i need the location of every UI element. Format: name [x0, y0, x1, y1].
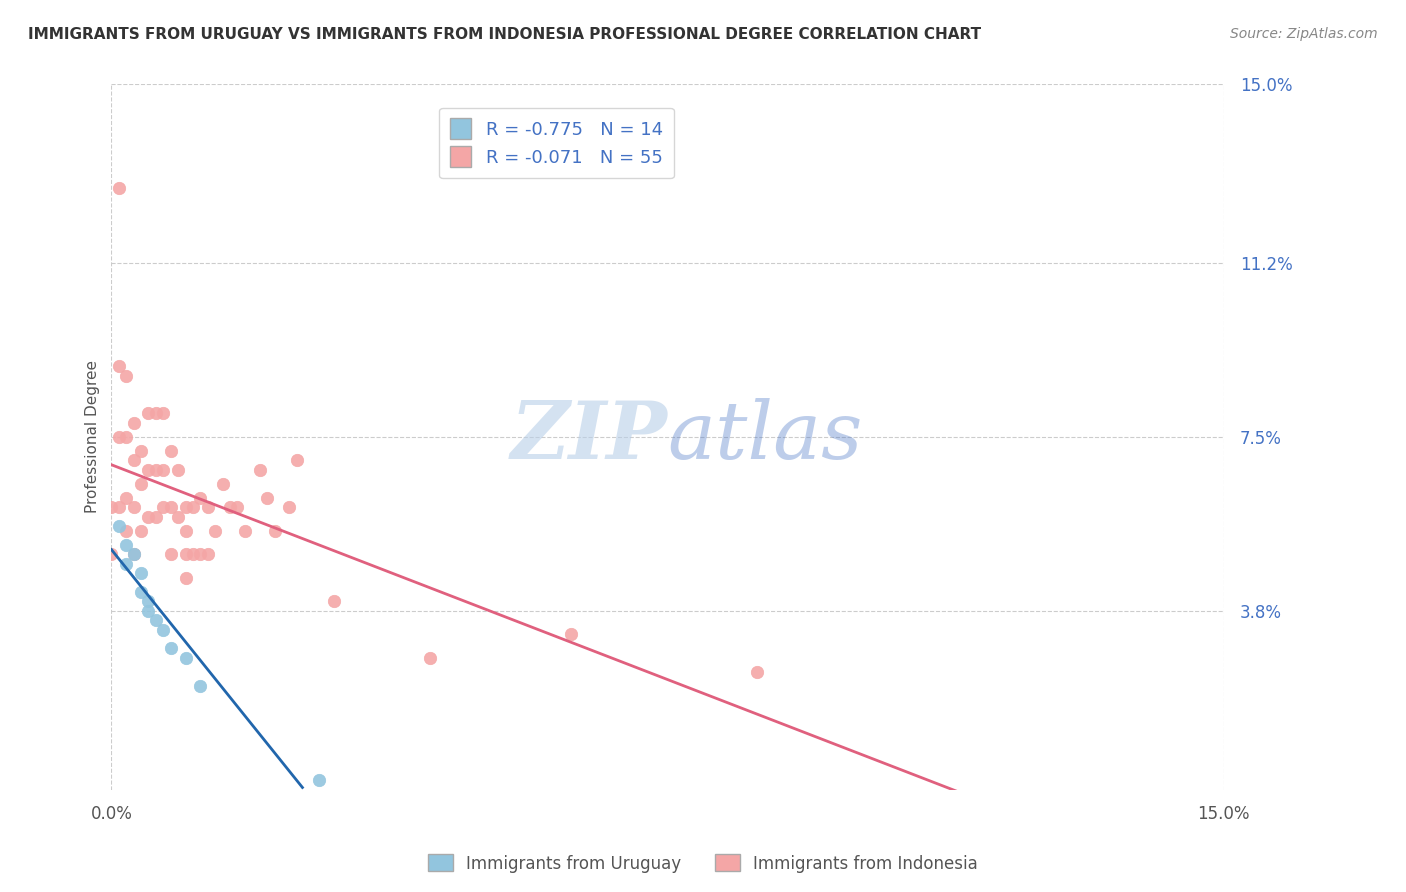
- Point: [419, 651, 441, 665]
- Point: [115, 538, 138, 552]
- Point: [100, 548, 122, 562]
- Point: [181, 500, 204, 515]
- Point: [233, 524, 256, 538]
- Point: [219, 500, 242, 515]
- Point: [322, 594, 344, 608]
- Point: [145, 509, 167, 524]
- Point: [745, 665, 768, 679]
- Point: [174, 548, 197, 562]
- Point: [122, 548, 145, 562]
- Point: [115, 368, 138, 383]
- Point: [145, 463, 167, 477]
- Text: Source: ZipAtlas.com: Source: ZipAtlas.com: [1230, 27, 1378, 41]
- Point: [174, 500, 197, 515]
- Point: [122, 453, 145, 467]
- Point: [108, 430, 131, 444]
- Point: [308, 773, 330, 788]
- Point: [211, 477, 233, 491]
- Point: [122, 548, 145, 562]
- Point: [174, 571, 197, 585]
- Point: [167, 463, 190, 477]
- Point: [159, 641, 181, 656]
- Point: [145, 407, 167, 421]
- Point: [115, 491, 138, 505]
- Point: [190, 548, 212, 562]
- Point: [285, 453, 308, 467]
- Text: atlas: atlas: [668, 398, 863, 475]
- Point: [145, 613, 167, 627]
- Text: IMMIGRANTS FROM URUGUAY VS IMMIGRANTS FROM INDONESIA PROFESSIONAL DEGREE CORRELA: IMMIGRANTS FROM URUGUAY VS IMMIGRANTS FR…: [28, 27, 981, 42]
- Point: [115, 524, 138, 538]
- Point: [152, 500, 174, 515]
- Point: [174, 651, 197, 665]
- Point: [263, 524, 285, 538]
- Point: [129, 477, 152, 491]
- Point: [129, 524, 152, 538]
- Point: [138, 407, 160, 421]
- Point: [159, 548, 181, 562]
- Point: [138, 463, 160, 477]
- Point: [197, 548, 219, 562]
- Point: [138, 604, 160, 618]
- Point: [159, 444, 181, 458]
- Point: [152, 463, 174, 477]
- Point: [108, 359, 131, 374]
- Point: [100, 500, 122, 515]
- Point: [129, 444, 152, 458]
- Point: [129, 585, 152, 599]
- Point: [256, 491, 278, 505]
- Point: [138, 594, 160, 608]
- Point: [159, 500, 181, 515]
- Point: [278, 500, 301, 515]
- Text: ZIP: ZIP: [510, 398, 668, 475]
- Point: [560, 627, 582, 641]
- Point: [108, 519, 131, 533]
- Point: [122, 416, 145, 430]
- Legend: R = -0.775   N = 14, R = -0.071   N = 55: R = -0.775 N = 14, R = -0.071 N = 55: [439, 108, 673, 178]
- Point: [108, 500, 131, 515]
- Point: [122, 500, 145, 515]
- Point: [152, 407, 174, 421]
- Point: [108, 181, 131, 195]
- Point: [190, 679, 212, 693]
- Point: [167, 509, 190, 524]
- Point: [115, 557, 138, 571]
- Point: [152, 623, 174, 637]
- Point: [226, 500, 249, 515]
- Point: [181, 548, 204, 562]
- Point: [129, 566, 152, 581]
- Point: [204, 524, 226, 538]
- Legend: Immigrants from Uruguay, Immigrants from Indonesia: Immigrants from Uruguay, Immigrants from…: [422, 847, 984, 880]
- Point: [138, 509, 160, 524]
- Y-axis label: Professional Degree: Professional Degree: [86, 360, 100, 514]
- Point: [174, 524, 197, 538]
- Point: [115, 430, 138, 444]
- Point: [249, 463, 271, 477]
- Point: [190, 491, 212, 505]
- Point: [197, 500, 219, 515]
